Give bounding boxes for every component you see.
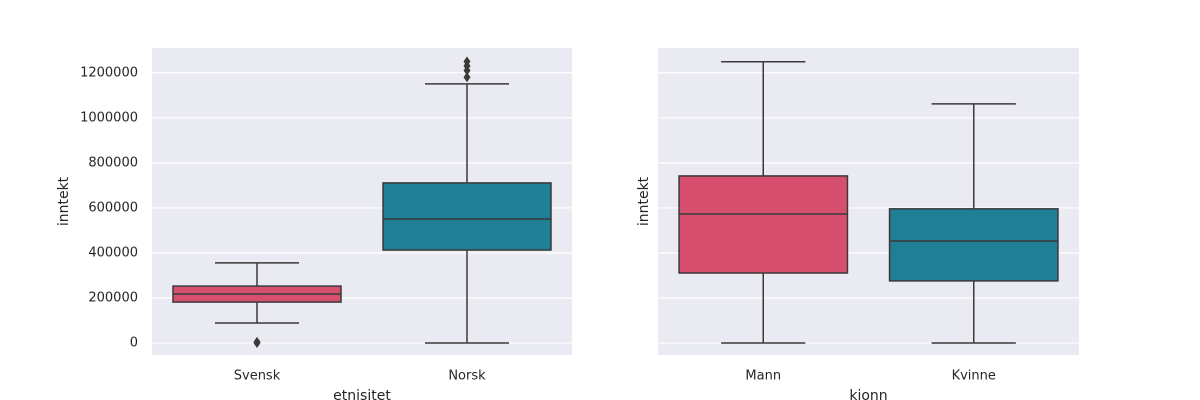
y-tick-label: 1200000 bbox=[80, 65, 138, 80]
y-tick-label: 800000 bbox=[88, 155, 138, 170]
outlier bbox=[463, 72, 471, 83]
x-tick-label: Mann bbox=[745, 369, 781, 384]
outlier bbox=[253, 336, 261, 347]
y-axis-label: inntekt bbox=[56, 176, 72, 226]
x-tick-label: Svensk bbox=[234, 369, 281, 384]
y-tick-label: 200000 bbox=[88, 291, 138, 306]
x-tick-label: Norsk bbox=[448, 369, 486, 384]
box bbox=[382, 182, 552, 251]
y-tick-label: 600000 bbox=[88, 200, 138, 215]
x-axis-label: etnisitet bbox=[333, 388, 391, 400]
x-axis-label: kjonn bbox=[849, 388, 887, 400]
outlier bbox=[463, 56, 471, 67]
y-tick-label: 1000000 bbox=[80, 110, 138, 125]
y-axis-label: inntekt bbox=[636, 176, 652, 226]
y-tick-label: 400000 bbox=[88, 245, 138, 260]
box bbox=[888, 208, 1059, 282]
x-tick-label: Kvinne bbox=[952, 369, 996, 384]
box bbox=[678, 175, 849, 274]
y-tick-label: 0 bbox=[130, 336, 138, 351]
